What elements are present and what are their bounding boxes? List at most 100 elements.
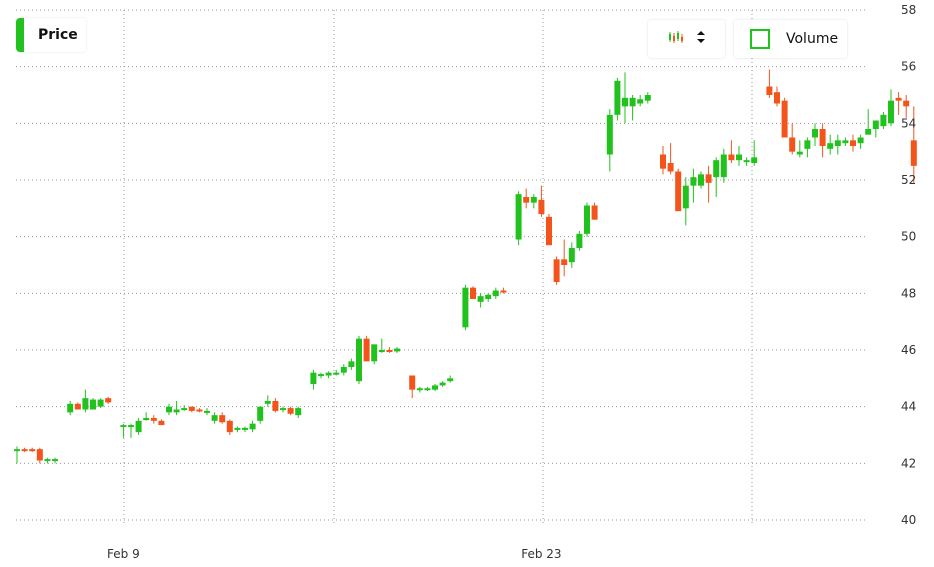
chart-type-selector[interactable]	[648, 20, 725, 58]
candlestick-icon	[668, 29, 684, 49]
candle-body	[295, 408, 302, 416]
candle-body	[903, 100, 910, 107]
candle-body	[29, 449, 36, 452]
candle	[888, 89, 894, 127]
candle-body	[325, 372, 332, 376]
candle	[477, 293, 484, 308]
candle-body	[97, 399, 104, 407]
candle-body	[158, 420, 165, 426]
candle-body	[242, 427, 248, 430]
candle	[325, 371, 332, 379]
candle-body	[553, 259, 560, 282]
candle-body	[166, 406, 172, 413]
candle	[827, 134, 834, 155]
candle-body	[888, 100, 894, 124]
candle-body	[310, 372, 317, 384]
candle	[90, 398, 96, 410]
candle	[204, 408, 210, 416]
candle	[561, 239, 568, 277]
candle-body	[834, 140, 841, 146]
candle	[74, 402, 81, 410]
candle	[36, 447, 43, 464]
candle	[812, 123, 818, 146]
candle-body	[568, 248, 575, 263]
candle	[29, 447, 36, 452]
candle	[530, 194, 537, 209]
candle	[226, 419, 233, 435]
y-tick-label: 44	[901, 400, 916, 414]
y-tick-label: 46	[901, 343, 916, 357]
candle	[378, 338, 385, 353]
candle	[333, 369, 340, 376]
candle-body	[880, 114, 887, 127]
candle	[895, 92, 902, 115]
candle-body	[477, 296, 484, 302]
candle-body	[14, 449, 20, 452]
candle	[386, 347, 393, 353]
candle-body	[105, 398, 112, 403]
candle-body	[318, 374, 324, 377]
x-tick-label: Feb 9	[107, 547, 140, 561]
y-tick-label: 48	[901, 286, 916, 300]
candle-body	[211, 415, 218, 421]
candle-body	[340, 367, 347, 373]
candle-body	[705, 174, 712, 183]
candle-body	[173, 409, 180, 413]
candle-body	[842, 140, 849, 144]
candle-body	[804, 140, 811, 149]
candle	[644, 92, 651, 104]
candle-body	[796, 151, 803, 155]
candle-body	[736, 154, 742, 161]
candle	[728, 140, 735, 163]
candle	[211, 412, 218, 424]
candle-body	[416, 388, 423, 391]
candle-body	[264, 401, 271, 404]
candle-body	[128, 425, 134, 428]
candle	[67, 401, 74, 416]
candle-body	[204, 410, 210, 413]
candle	[242, 426, 248, 433]
candle-body	[394, 348, 400, 352]
candle-body	[188, 406, 195, 411]
candle-body	[576, 233, 583, 248]
candle-body	[432, 385, 438, 390]
candle	[872, 120, 879, 138]
candle	[394, 347, 400, 353]
price-legend: Price	[16, 18, 86, 52]
volume-checkbox[interactable]	[750, 29, 770, 49]
candle-body	[90, 399, 96, 410]
candle	[409, 375, 416, 399]
candle-body	[424, 388, 431, 391]
y-axis: 40 42 44 46 48 50 52 54 56 58	[901, 3, 916, 527]
candle-body	[348, 361, 355, 367]
candle-layer	[14, 69, 917, 464]
volume-toggle[interactable]: Volume	[734, 20, 847, 58]
y-tick-label: 40	[901, 513, 916, 527]
candle	[789, 123, 796, 155]
candle	[606, 109, 613, 172]
candle	[614, 78, 621, 121]
candle-body	[515, 194, 522, 240]
candle-body	[21, 449, 28, 452]
candle-body	[667, 163, 674, 172]
candle-body	[872, 120, 879, 129]
candle-body	[181, 408, 188, 411]
candle-body	[234, 427, 241, 430]
candle-body	[150, 418, 157, 421]
candle	[82, 389, 89, 413]
candle	[287, 406, 294, 416]
candle	[356, 335, 362, 384]
candle	[44, 457, 51, 464]
candle	[736, 146, 742, 166]
candle-body	[538, 199, 545, 214]
candle-body	[606, 114, 613, 155]
price-legend-label: Price	[38, 27, 78, 43]
candle-body	[363, 338, 370, 362]
candle-body	[865, 129, 872, 135]
candle-body	[644, 95, 651, 101]
candle	[690, 168, 697, 203]
candle-body	[386, 350, 393, 352]
candle-body	[850, 140, 856, 146]
candle-body	[143, 418, 150, 420]
candle	[751, 140, 758, 166]
